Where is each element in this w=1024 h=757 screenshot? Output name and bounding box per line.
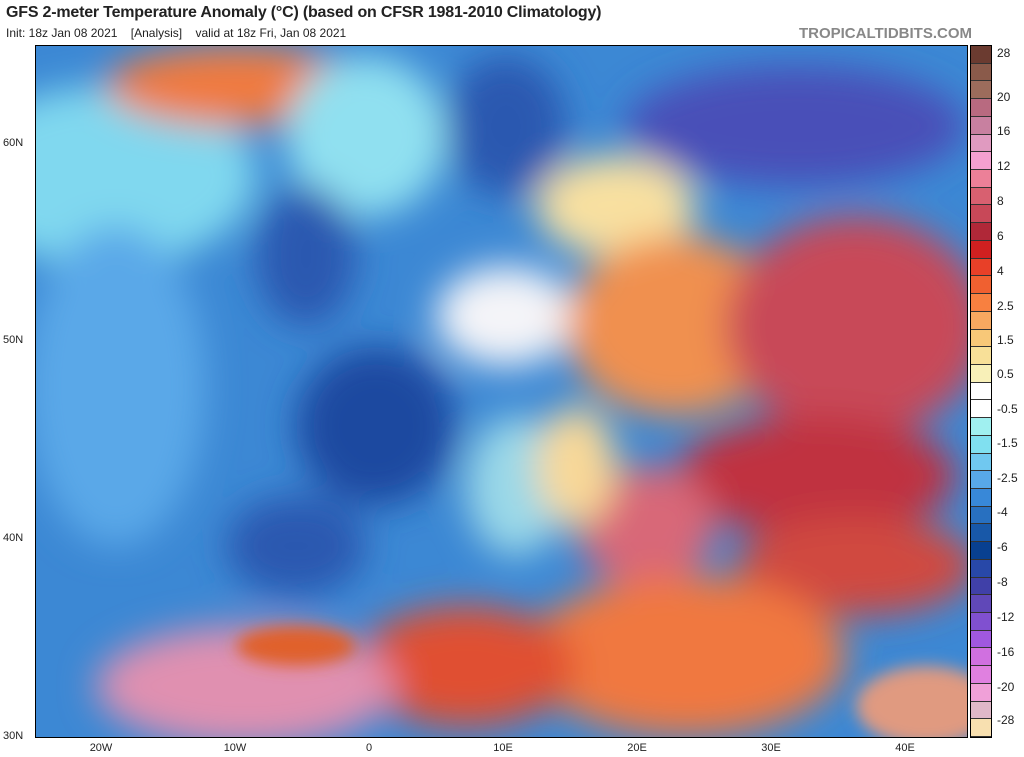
colorbar-swatch: [971, 187, 991, 206]
map-title: GFS 2-meter Temperature Anomaly (°C) (ba…: [6, 4, 602, 21]
colorbar-swatch: [971, 613, 991, 631]
colorbar-label: 8: [997, 194, 1004, 208]
colorbar-label: -8: [997, 575, 1008, 589]
colorbar-label: -6: [997, 540, 1008, 554]
colorbar-swatch: [971, 542, 991, 560]
colorbar-swatch: [971, 595, 991, 613]
colorbar-swatch: [971, 559, 991, 578]
brand-watermark: TROPICALTIDBITS.COM: [798, 25, 972, 42]
colorbar-swatch: [971, 46, 991, 64]
colorbar-swatch: [971, 329, 991, 348]
colorbar-swatch: [971, 134, 991, 153]
colorbar-label: 20: [997, 90, 1011, 104]
colorbar-label: 6: [997, 229, 1004, 243]
colorbar-label: 1.5: [997, 333, 1014, 347]
map-canvas: [36, 46, 967, 737]
colorbar-swatch: [971, 701, 991, 720]
colorbar-label: 2.5: [997, 299, 1014, 313]
colorbar-swatch: [971, 453, 991, 472]
colorbar-swatch: [971, 577, 991, 596]
colorbar-swatch: [971, 347, 991, 365]
colorbar-swatch: [971, 506, 991, 525]
colorbar-swatch: [971, 630, 991, 649]
lon-label-20e: 20E: [627, 742, 647, 754]
colorbar-label: -1.5: [997, 436, 1018, 450]
lat-label-40n: 40N: [3, 532, 24, 544]
colorbar-label: -0.5: [997, 402, 1018, 416]
colorbar-label: 12: [997, 159, 1011, 173]
lon-label-40e: 40E: [895, 742, 915, 754]
lat-label-60n: 60N: [3, 137, 24, 149]
colorbar-swatch: [971, 488, 991, 507]
colorbar-label: 16: [997, 124, 1011, 138]
lon-label-10e: 10E: [493, 742, 513, 754]
colorbar-swatch: [971, 81, 991, 100]
lon-label-30e: 30E: [761, 742, 781, 754]
colorbar-swatch: [971, 418, 991, 436]
colorbar-swatch: [971, 683, 991, 702]
analysis-label: [Analysis]: [130, 26, 183, 40]
colorbar-label: -2.5: [997, 471, 1018, 485]
colorbar-swatch: [971, 276, 991, 295]
colorbar-swatch: [971, 435, 991, 454]
colorbar-label: -28: [997, 713, 1015, 727]
colorbar-swatch: [971, 471, 991, 489]
init-time: Init: 18z Jan 08 2021: [6, 26, 118, 40]
colorbar-label: 0.5: [997, 367, 1014, 381]
colorbar-label: 4: [997, 264, 1004, 278]
colorbar-swatch: [971, 648, 991, 667]
colorbar-swatch: [971, 152, 991, 171]
temperature-anomaly-map: [35, 45, 968, 738]
valid-time: valid at 18z Fri, Jan 08 2021: [195, 26, 347, 40]
colorbar-swatch: [971, 400, 991, 419]
colorbar-swatch: [971, 63, 991, 82]
subtitle: Init: 18z Jan 08 2021 [Analysis] valid a…: [6, 26, 356, 40]
colorbar-label: -12: [997, 610, 1015, 624]
colorbar-swatch: [971, 258, 991, 277]
colorbar-swatch: [971, 364, 991, 383]
lon-label-0: 0: [365, 742, 373, 754]
colorbar-swatch: [971, 382, 991, 401]
colorbar-swatch: [971, 719, 991, 738]
colorbar-swatch: [971, 524, 991, 543]
lon-label-10w: 10W: [223, 742, 247, 754]
colorbar-label: -4: [997, 505, 1008, 519]
colorbar: [970, 45, 992, 738]
colorbar-swatch: [971, 170, 991, 188]
colorbar-swatch: [971, 116, 991, 135]
colorbar-label: -16: [997, 645, 1015, 659]
colorbar-swatch: [971, 294, 991, 312]
colorbar-label: -20: [997, 680, 1015, 694]
colorbar-label: 28: [997, 46, 1011, 60]
lat-label-50n: 50N: [3, 334, 24, 346]
colorbar-swatch: [971, 223, 991, 241]
colorbar-swatch: [971, 311, 991, 330]
colorbar-swatch: [971, 205, 991, 224]
anomaly-field: [36, 46, 967, 737]
colorbar-swatch: [971, 666, 991, 684]
lat-label-30n: 30N: [3, 730, 24, 742]
colorbar-swatch: [971, 99, 991, 117]
colorbar-swatch: [971, 240, 991, 259]
lon-label-20w: 20W: [89, 742, 113, 754]
